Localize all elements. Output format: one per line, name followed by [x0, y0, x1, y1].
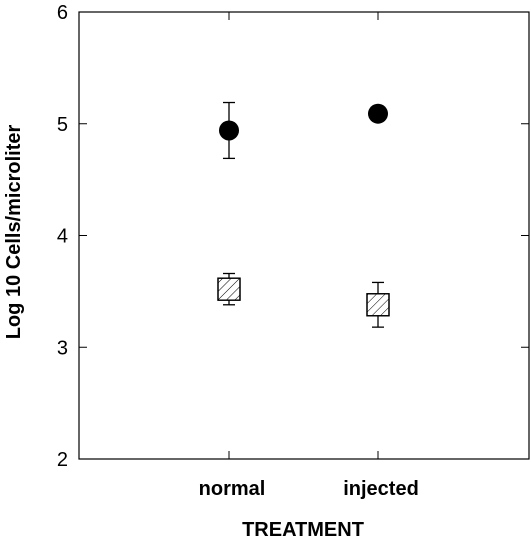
x-category-label: injected: [343, 478, 419, 500]
x-category-labels: normal injected: [199, 478, 419, 500]
data-marks: [217, 101, 390, 328]
data-point-circle: [368, 103, 388, 124]
data-point-square: [366, 293, 390, 317]
y-tick-labels: 2 3 4 5 6: [57, 2, 68, 471]
y-tick-label: 6: [57, 2, 68, 24]
x-axis-title: TREATMENT: [242, 519, 364, 541]
y-tick-label: 4: [57, 226, 68, 248]
plot-area: [78, 11, 530, 460]
y-ticks: [79, 11, 529, 460]
y-axis-title: Log 10 Cells/microliter: [3, 125, 25, 340]
data-point-square: [217, 277, 241, 301]
y-tick-label: 2: [57, 449, 68, 471]
y-tick-label: 3: [57, 337, 68, 359]
x-category-label: normal: [199, 478, 266, 500]
y-tick-label: 5: [57, 114, 68, 136]
data-point-circle: [219, 120, 239, 141]
